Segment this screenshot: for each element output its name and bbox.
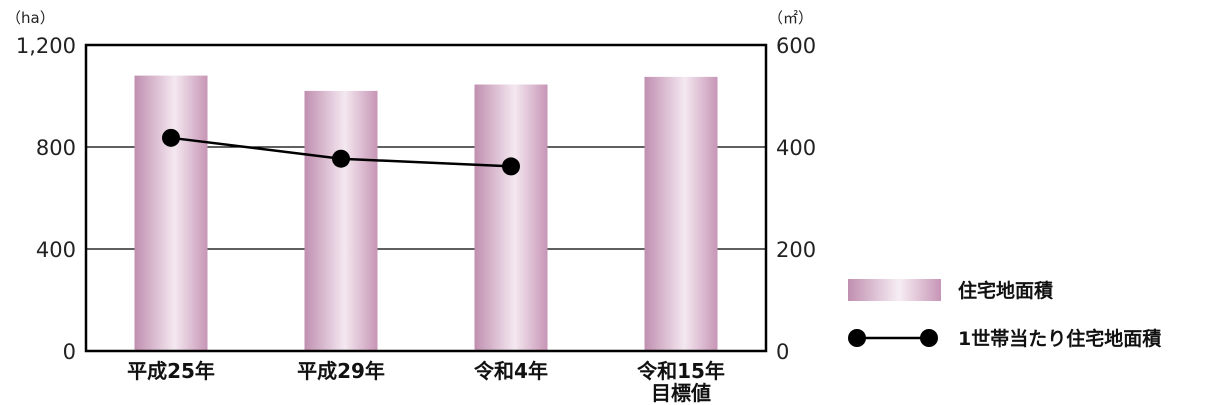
category-label: 令和4年 xyxy=(474,359,548,383)
legend-bar-swatch xyxy=(848,279,941,301)
bar xyxy=(134,75,208,351)
line-series xyxy=(162,128,520,176)
right-axis-unit: （㎡） xyxy=(768,9,813,27)
category-label: 令和15年 xyxy=(637,359,725,383)
left-tick-label: 1,200 xyxy=(16,34,76,58)
category-label: 平成29年 xyxy=(297,359,385,383)
category-label: 目標値 xyxy=(651,381,711,405)
right-tick-label: 0 xyxy=(776,340,789,364)
plot-frame xyxy=(84,43,768,353)
bar xyxy=(474,84,548,352)
legend: 住宅地面積 1世帯当たり住宅地面積 xyxy=(848,279,1161,350)
line-point xyxy=(162,128,180,147)
legend-marker-right xyxy=(920,329,938,347)
left-tick-label: 800 xyxy=(36,136,76,160)
legend-bar-label: 住宅地面積 xyxy=(958,279,1053,302)
left-axis-ticks: 0 400 800 1,200 xyxy=(16,34,76,364)
right-axis-ticks: 0 200 400 600 xyxy=(776,34,816,364)
legend-marker-left xyxy=(848,329,866,347)
bar xyxy=(644,76,718,351)
legend-line-label: 1世帯当たり住宅地面積 xyxy=(958,327,1161,350)
line-point xyxy=(332,149,350,168)
right-tick-label: 200 xyxy=(776,238,816,262)
bars xyxy=(134,75,718,352)
right-tick-label: 400 xyxy=(776,136,816,160)
line-point xyxy=(502,157,520,176)
category-label: 平成25年 xyxy=(127,359,215,383)
bar xyxy=(304,90,378,352)
left-tick-label: 0 xyxy=(63,340,76,364)
right-tick-label: 600 xyxy=(776,34,816,58)
left-axis-unit: （ha） xyxy=(6,9,55,27)
left-tick-label: 400 xyxy=(36,238,76,262)
